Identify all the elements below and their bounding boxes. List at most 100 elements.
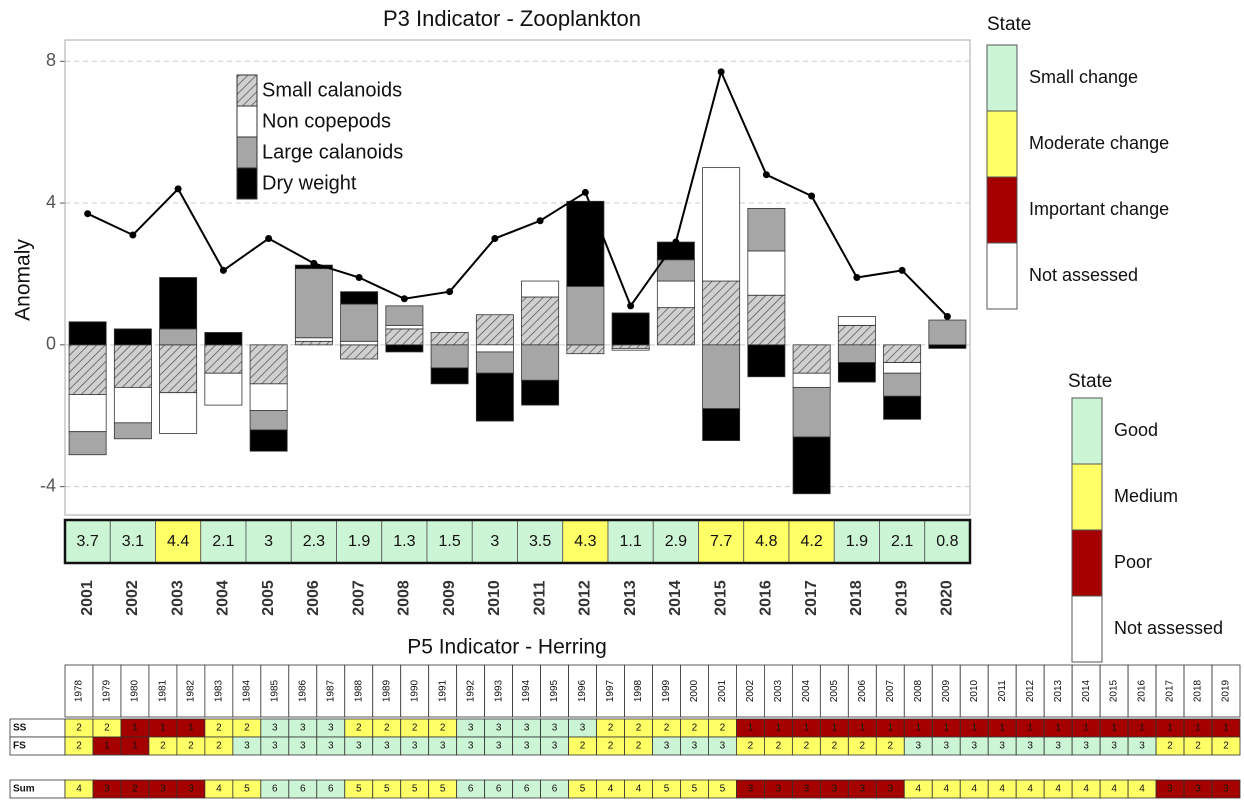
value-label: 3.7: [77, 533, 99, 550]
cell-value: 5: [664, 784, 670, 795]
cell-value: 2: [384, 723, 390, 734]
bar-segment: [521, 280, 560, 298]
cell-value: 2: [860, 741, 866, 752]
column-header: 1989: [381, 679, 392, 702]
legend-title: State: [987, 14, 1031, 35]
cell-value: 3: [720, 741, 726, 752]
cell-value: 1: [1055, 723, 1061, 734]
cell-value: 1: [1027, 723, 1033, 734]
cell-value: 1: [971, 723, 977, 734]
cell-value: 2: [440, 723, 446, 734]
cell-value: 2: [692, 723, 698, 734]
x-tick-label: 2016: [758, 580, 775, 616]
column-header: 1980: [130, 679, 141, 702]
value-box: [426, 519, 473, 564]
header-cell: [819, 664, 849, 718]
bar-segment: [204, 344, 243, 374]
indicator-line: [87, 68, 949, 318]
bar-segment: [385, 328, 424, 346]
column-header: 2009: [941, 679, 952, 702]
column-header: 1993: [493, 679, 504, 702]
column-header: 1978: [74, 679, 85, 702]
legend-swatch: [236, 136, 258, 169]
bar-segment: [883, 372, 922, 397]
header-cell: [148, 664, 178, 718]
cell-value: 3: [692, 741, 698, 752]
value-label: 2.1: [212, 533, 234, 550]
cell-value: 3: [496, 741, 502, 752]
cell-value: 3: [999, 741, 1005, 752]
bar-segment: [204, 332, 243, 346]
legend-title: State: [1068, 371, 1112, 392]
cell-value: 3: [943, 741, 949, 752]
header-cell: [764, 664, 793, 718]
header-cell: [987, 664, 1017, 718]
column-header: 1985: [269, 679, 280, 702]
column-header: 2011: [997, 680, 1008, 702]
x-tick-label: 2003: [169, 580, 186, 616]
bar-segment: [656, 280, 695, 309]
indicator-point: [672, 238, 680, 246]
indicator-point: [536, 217, 544, 225]
x-tick-label: 2002: [124, 580, 141, 616]
cell-value: 3: [580, 723, 586, 734]
bar-segment: [792, 344, 831, 374]
value-box: [381, 519, 428, 564]
cell-value: 3: [664, 741, 670, 752]
bar-segment: [68, 394, 107, 433]
cell-value: 3: [552, 741, 558, 752]
column-header: 2006: [857, 679, 868, 702]
cell-value: 2: [720, 723, 726, 734]
indicator-point: [627, 302, 635, 310]
bar-segment: [837, 324, 876, 346]
legend-swatch: [1071, 397, 1103, 465]
cell-value: 2: [636, 741, 642, 752]
header-cell: [931, 664, 961, 718]
cell-value: 3: [971, 741, 977, 752]
value-label: 1.9: [348, 533, 370, 550]
legend-swatch: [1071, 529, 1103, 597]
cell-value: 2: [216, 741, 222, 752]
cell-value: 4: [971, 784, 977, 795]
cell-value: 1: [1111, 723, 1117, 734]
indicator-point: [219, 266, 227, 274]
legend-swatch: [236, 167, 258, 200]
cell-value: 3: [1223, 784, 1229, 795]
column-header: 1982: [186, 679, 197, 702]
row-label: SS: [13, 723, 27, 734]
bar-segment: [702, 408, 741, 441]
cell-value: 2: [1167, 741, 1173, 752]
column-header: 1990: [409, 679, 420, 702]
indicator-point: [84, 210, 92, 218]
cell-value: 5: [440, 784, 446, 795]
value-box: [245, 519, 292, 564]
indicator-point: [853, 274, 861, 281]
cell-value: 3: [1139, 741, 1145, 752]
cell-value: 2: [608, 741, 614, 752]
bar-segment: [837, 362, 876, 383]
bar-segment: [883, 344, 922, 363]
cell-value: 3: [1195, 784, 1201, 795]
bar-segment: [249, 410, 288, 431]
y-tick-label: -4: [40, 475, 56, 495]
bar-segment: [294, 268, 333, 339]
cell-value: 1: [832, 723, 838, 734]
header-cell: [288, 664, 318, 718]
bar-segment: [430, 332, 469, 346]
x-tick-label: 2017: [803, 580, 820, 616]
cell-value: 4: [1027, 784, 1033, 795]
header-cell: [624, 664, 653, 718]
legend-swatch: [1071, 463, 1103, 531]
bar-segment: [430, 367, 469, 385]
indicator-point: [717, 68, 725, 76]
cell-value: 3: [524, 741, 530, 752]
legend-swatch: [986, 44, 1018, 112]
bar-segment: [340, 340, 379, 346]
x-tick-label: 2008: [396, 580, 413, 616]
cell-value: 3: [468, 723, 474, 734]
cell-value: 4: [1139, 784, 1145, 795]
bar-segment: [702, 280, 741, 346]
indicator-point: [581, 188, 589, 196]
cell-value: 1: [776, 723, 782, 734]
